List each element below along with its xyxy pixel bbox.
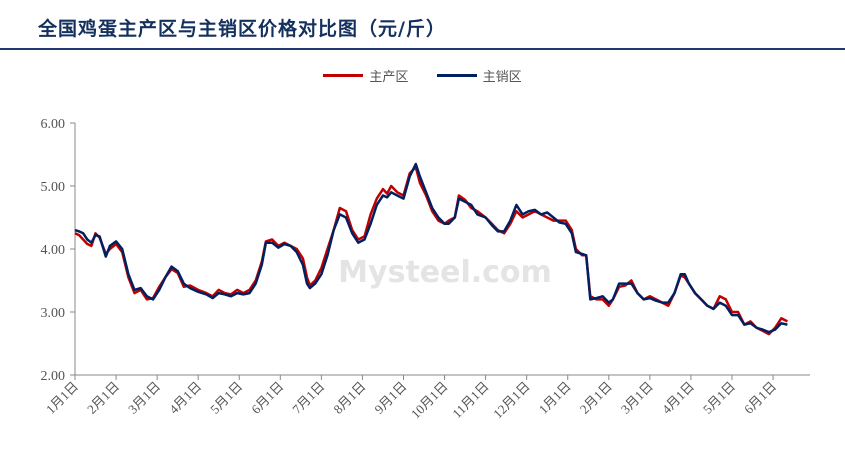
y-tick-label: 5.00 [41, 180, 66, 195]
chart-legend: 主产区 主销区 [0, 66, 845, 85]
x-tick-label: 1月1日 [536, 379, 574, 417]
x-tick-label: 8月1日 [330, 379, 368, 417]
legend-item-producing: 主产区 [323, 66, 408, 85]
legend-swatch-producing [323, 74, 364, 77]
chart-title: 全国鸡蛋主产区与主销区价格对比图（元/斤） [38, 18, 446, 40]
x-tick-label: 4月1日 [659, 379, 697, 417]
x-tick-label: 3月1日 [125, 379, 163, 417]
y-tick-label: 2.00 [41, 369, 66, 384]
x-tick-label: 3月1日 [618, 379, 656, 417]
x-tick-label: 2月1日 [577, 379, 615, 417]
y-tick-label: 3.00 [41, 306, 66, 321]
legend-label-consuming: 主销区 [482, 70, 522, 85]
title-divider [0, 48, 845, 50]
legend-item-consuming: 主销区 [436, 66, 522, 85]
watermark-text: Mysteel.com [338, 255, 552, 290]
x-tick-label: 4月1日 [166, 379, 204, 417]
legend-swatch-consuming [436, 74, 477, 77]
x-tick-label: 10月1日 [408, 379, 451, 422]
series-line-producing [74, 165, 788, 336]
x-tick-label: 1月1日 [43, 379, 81, 417]
x-tick-label: 2月1日 [84, 379, 122, 417]
x-tick-label: 5月1日 [207, 379, 245, 417]
x-tick-label: 9月1日 [371, 379, 409, 417]
x-tick-label: 6月1日 [248, 379, 286, 417]
y-tick-label: 6.00 [41, 117, 66, 132]
x-tick-label: 7月1日 [289, 379, 327, 417]
x-tick-label: 11月1日 [449, 379, 491, 421]
x-tick-label: 5月1日 [700, 379, 738, 417]
series-line-consuming [74, 162, 788, 334]
legend-label-producing: 主产区 [369, 70, 409, 85]
x-tick-label: 12月1日 [490, 379, 533, 422]
x-tick-label: 6月1日 [741, 379, 779, 417]
y-tick-label: 4.00 [41, 243, 66, 258]
